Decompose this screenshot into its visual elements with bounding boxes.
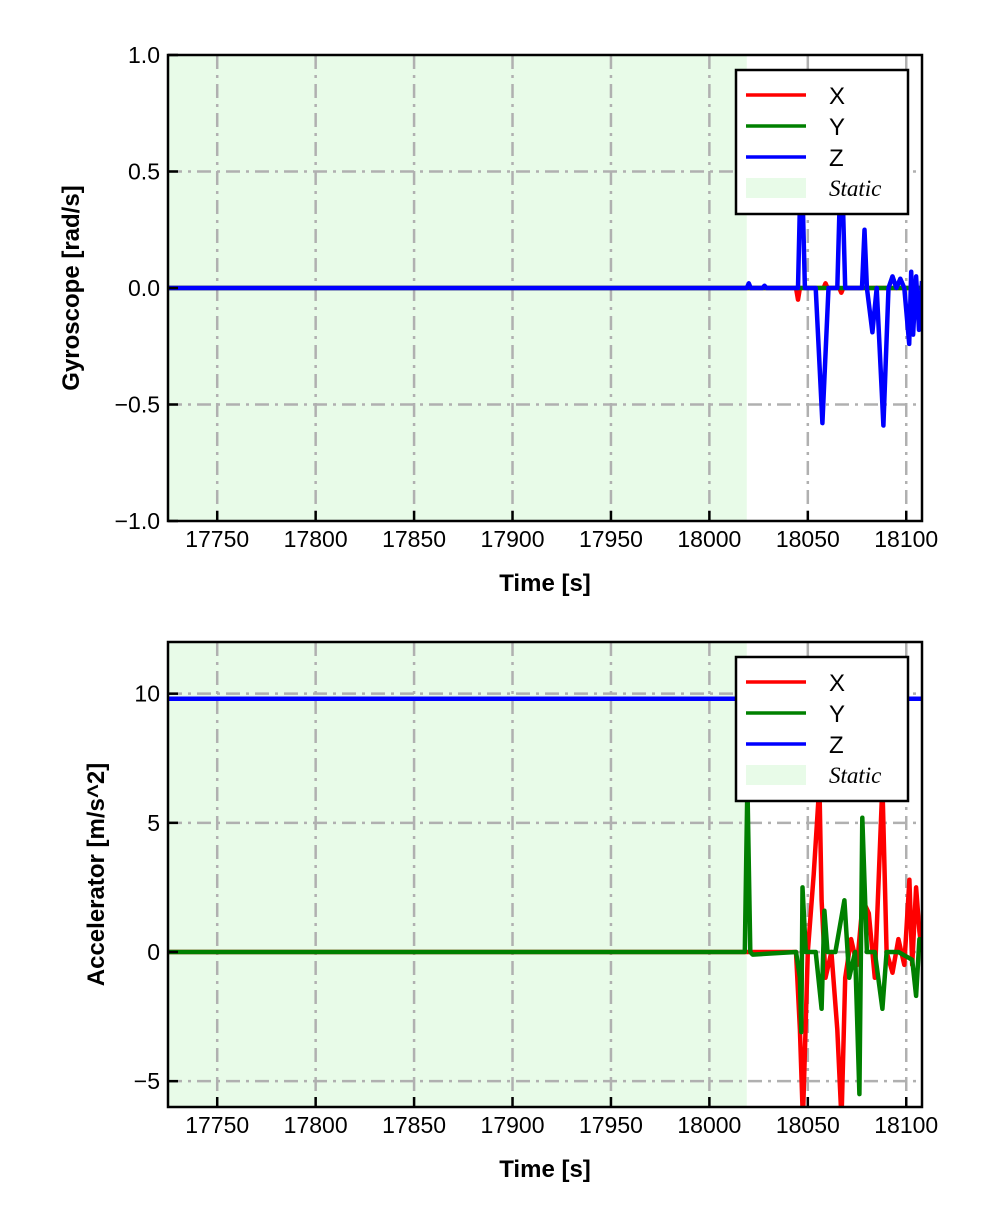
x-tick-label: 17850 bbox=[382, 526, 446, 552]
legend-label-static: Static bbox=[829, 763, 881, 788]
y-tick-label: 5 bbox=[147, 810, 160, 836]
legend-label-x: X bbox=[829, 83, 845, 110]
x-axis-label: Time [s] bbox=[499, 570, 591, 597]
series-line-x bbox=[168, 281, 922, 302]
legend-label-z: Z bbox=[829, 732, 844, 759]
series-line-y bbox=[168, 781, 922, 1097]
x-tick-label: 17750 bbox=[185, 1112, 249, 1138]
x-tick-label: 17900 bbox=[481, 526, 545, 552]
legend: XYZ Static bbox=[734, 655, 910, 803]
series-group bbox=[168, 141, 922, 428]
y-tick-label: 0.0 bbox=[128, 275, 160, 301]
x-tick-label: 17950 bbox=[579, 1112, 643, 1138]
chart-2: 17750 17800 17850 17900 17950 18000 18050 18100… bbox=[83, 640, 938, 1183]
series-line-z bbox=[168, 141, 922, 428]
legend-label-z: Z bbox=[829, 145, 844, 172]
x-tick-label: 18100 bbox=[874, 1112, 938, 1138]
x-axis-label: Time [s] bbox=[499, 1156, 591, 1183]
x-tick-label: 17750 bbox=[185, 526, 249, 552]
y-tick-label: −5 bbox=[134, 1068, 160, 1094]
x-tick-label: 18000 bbox=[677, 526, 741, 552]
x-tick-label: 18100 bbox=[874, 526, 938, 552]
legend-label-static: Static bbox=[829, 176, 881, 201]
y-axis-label: Accelerator [m/s^2] bbox=[83, 763, 110, 986]
y-tick-label: −0.5 bbox=[115, 392, 160, 418]
x-tick-label: 17800 bbox=[284, 1112, 348, 1138]
x-tick-label: 18000 bbox=[677, 1112, 741, 1138]
chart-1: 17750 17800 17850 17900 17950 18000 18050 18100… bbox=[58, 42, 938, 597]
y-tick-label: 0 bbox=[147, 939, 160, 965]
legend-swatch-static bbox=[746, 178, 806, 198]
y-tick-label: 10 bbox=[134, 681, 160, 707]
y-tick-label: −1.0 bbox=[115, 508, 160, 534]
legend: XYZ Static bbox=[734, 68, 910, 216]
x-tick-label: 17850 bbox=[382, 1112, 446, 1138]
legend-swatch-static bbox=[746, 765, 806, 785]
static-region bbox=[168, 642, 747, 1107]
x-tick-label: 17900 bbox=[481, 1112, 545, 1138]
x-tick-label: 18050 bbox=[776, 1112, 840, 1138]
y-tick-label: 0.5 bbox=[128, 159, 160, 185]
y-tick-label: 1.0 bbox=[128, 42, 160, 68]
x-tick-label: 18050 bbox=[776, 526, 840, 552]
x-tick-label: 17800 bbox=[284, 526, 348, 552]
legend-label-y: Y bbox=[829, 114, 845, 141]
legend-label-y: Y bbox=[829, 701, 845, 728]
x-tick-label: 17950 bbox=[579, 526, 643, 552]
legend-label-x: X bbox=[829, 670, 845, 697]
plot-frame bbox=[166, 640, 924, 1109]
y-axis-label: Gyroscope [rad/s] bbox=[58, 185, 85, 390]
